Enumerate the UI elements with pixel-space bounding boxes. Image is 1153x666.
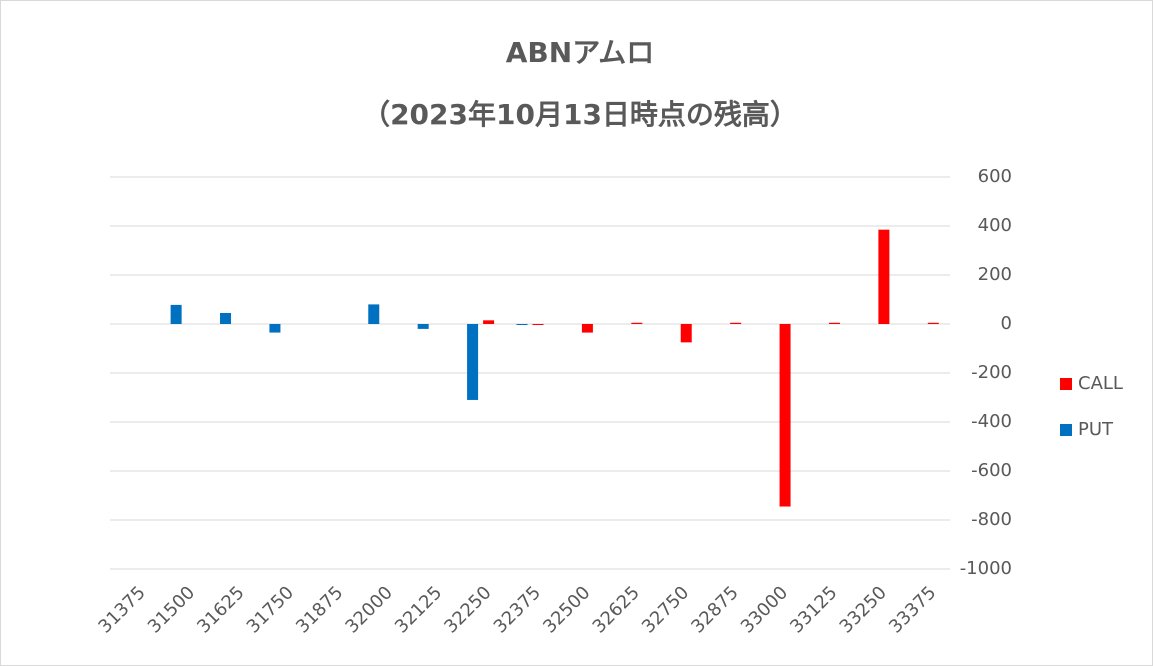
bar	[220, 312, 232, 324]
bar	[417, 324, 429, 329]
bar	[927, 322, 939, 324]
legend-label: CALL	[1078, 373, 1123, 394]
bar	[779, 324, 791, 507]
bar	[269, 324, 281, 333]
bar	[483, 320, 495, 324]
legend-label: PUT	[1078, 419, 1114, 440]
y-tick-label: 600	[978, 166, 1012, 187]
y-tick-label: -800	[971, 509, 1012, 530]
legend-swatch	[1060, 378, 1072, 390]
bar	[730, 322, 742, 324]
bar	[680, 324, 692, 343]
bar	[878, 229, 890, 324]
bar	[368, 304, 380, 324]
y-tick-label: 0	[1001, 313, 1012, 334]
bar	[828, 322, 840, 324]
bar	[516, 324, 528, 325]
bar	[170, 304, 182, 324]
bar	[631, 322, 643, 324]
y-tick-label: -400	[971, 411, 1012, 432]
bar	[467, 324, 479, 400]
legend-swatch	[1060, 424, 1072, 436]
bar	[532, 324, 544, 325]
y-tick-label: -1000	[960, 558, 1012, 579]
y-tick-label: -200	[971, 362, 1012, 383]
chart-subtitle: （2023年10月13日時点の残高）	[362, 98, 798, 131]
y-tick-label: 400	[978, 215, 1012, 236]
y-tick-label: 200	[978, 264, 1012, 285]
bar	[581, 324, 593, 333]
y-tick-label: -600	[971, 460, 1012, 481]
chart-title: ABNアムロ	[506, 36, 655, 69]
